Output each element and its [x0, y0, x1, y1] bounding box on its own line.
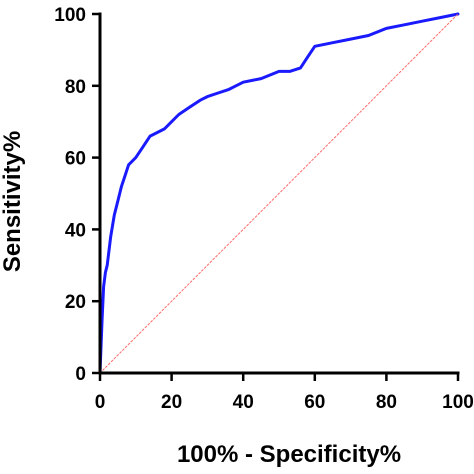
y-tick-label: 60 [65, 149, 86, 170]
x-tick-label: 80 [376, 392, 397, 413]
y-tick-label: 40 [65, 220, 86, 241]
y-tick-label: 20 [65, 292, 86, 313]
x-tick-label: 100 [442, 392, 474, 413]
reference-line [99, 13, 459, 374]
x-tick-label: 60 [304, 392, 325, 413]
x-tick-label: 20 [161, 392, 182, 413]
axis-ticks: 0 20 40 60 80 100 0 20 40 60 80 100 [54, 5, 474, 413]
x-axis-title: 100% - Specificity% [177, 441, 401, 468]
roc-curve [98, 12, 460, 375]
y-tick-label: 100 [54, 5, 86, 26]
y-axis-title: Sensitivity% [0, 131, 26, 272]
y-tick-label: 0 [75, 364, 86, 385]
plot-marks [98, 12, 460, 375]
y-tick-label: 80 [65, 77, 86, 98]
x-tick-label: 40 [233, 392, 254, 413]
x-tick-label: 0 [95, 392, 106, 413]
